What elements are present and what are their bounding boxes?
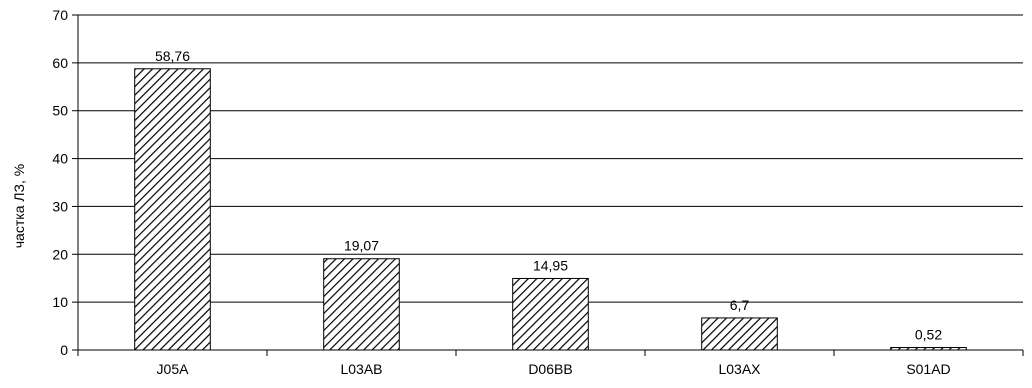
- y-tick-label: 20: [52, 246, 68, 262]
- bar-l03ax: [701, 317, 778, 351]
- y-tick-label: 60: [52, 55, 68, 71]
- labels: 0 10 20 30 40 50 60 70 58,76 J05A 19,07 L03AB 14,95 D…: [52, 7, 950, 377]
- data-label-l03ab: 19,07: [344, 238, 379, 254]
- category-label-l03ab: L03AB: [340, 361, 382, 377]
- bar-d06bb: [512, 277, 589, 351]
- y-tick-label: 70: [52, 7, 68, 23]
- category-label-d06bb: D06BB: [528, 361, 572, 377]
- y-axis-title: частка ЛЗ, %: [11, 164, 27, 248]
- category-label-l03ax: L03AX: [718, 361, 761, 377]
- data-label-l03ax: 6,7: [730, 297, 750, 313]
- category-label-j05a: J05A: [157, 361, 190, 377]
- bar-s01ad: [890, 347, 967, 351]
- bar-j05a: [134, 68, 211, 351]
- data-label-d06bb: 14,95: [533, 257, 568, 273]
- y-tick-label: 10: [52, 294, 68, 310]
- y-tick-label: 0: [60, 342, 68, 358]
- category-label-s01ad: S01AD: [906, 361, 950, 377]
- bar-l03ab: [323, 258, 400, 351]
- data-label-s01ad: 0,52: [915, 327, 942, 343]
- y-tick-label: 30: [52, 198, 68, 214]
- y-tick-label: 40: [52, 151, 68, 167]
- gridlines: [78, 14, 1023, 303]
- bars: [134, 68, 967, 351]
- y-tick-label: 50: [52, 103, 68, 119]
- data-label-j05a: 58,76: [155, 48, 190, 64]
